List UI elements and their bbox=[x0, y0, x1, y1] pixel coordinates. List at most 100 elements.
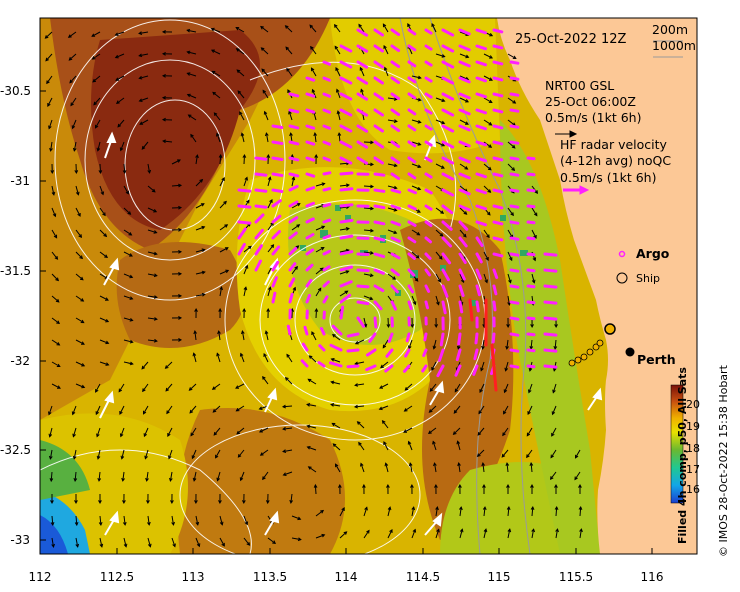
hf-radar-arrow bbox=[526, 220, 536, 225]
current-arrow-head bbox=[364, 506, 368, 511]
current-arrow bbox=[411, 529, 416, 539]
hf-radar-arrow bbox=[305, 293, 311, 304]
current-arrow bbox=[193, 353, 197, 363]
hf-radar-arrow bbox=[405, 332, 411, 343]
current-arrow-head bbox=[244, 521, 249, 526]
current-arrow-head bbox=[369, 251, 374, 255]
current-arrow bbox=[51, 185, 55, 195]
hf-radar-arrow bbox=[475, 156, 487, 163]
hf-radar-arrow bbox=[526, 188, 536, 193]
current-arrow-head bbox=[416, 231, 421, 236]
current-arrow bbox=[163, 140, 173, 143]
current-arrow bbox=[382, 339, 389, 348]
current-arrow-head bbox=[77, 212, 81, 217]
hf-radar-arrow bbox=[373, 268, 385, 275]
hf-radar-arrow bbox=[441, 140, 455, 149]
hf-radar-arrow bbox=[373, 140, 384, 149]
current-arrow-head bbox=[72, 455, 77, 460]
current-arrow bbox=[555, 506, 558, 517]
current-arrow-head bbox=[383, 66, 388, 71]
hf-radar-arrow bbox=[407, 156, 417, 164]
hf-radar-arrow bbox=[271, 291, 277, 304]
current-arrow-head bbox=[93, 101, 98, 106]
current-arrow-head bbox=[141, 365, 146, 370]
current-arrow bbox=[435, 229, 444, 237]
current-arrow-head bbox=[321, 182, 326, 186]
current-arrow bbox=[51, 273, 59, 281]
current-arrow-head bbox=[487, 166, 492, 171]
current-arrow-head bbox=[153, 273, 158, 278]
current-arrow bbox=[339, 206, 349, 209]
current-arrow-head bbox=[578, 483, 582, 488]
current-arrow-head bbox=[530, 483, 534, 488]
current-arrow-head bbox=[138, 75, 143, 80]
current-arrow bbox=[453, 427, 461, 435]
current-arrow bbox=[75, 515, 78, 526]
current-arrow bbox=[49, 449, 53, 459]
current-arrow-head bbox=[307, 378, 312, 383]
current-arrow-head bbox=[201, 225, 206, 230]
current-arrow bbox=[387, 97, 397, 100]
current-arrow-head bbox=[161, 30, 166, 34]
current-arrow bbox=[75, 361, 85, 367]
current-arrow-head bbox=[341, 507, 345, 511]
hf-radar-arrow bbox=[458, 188, 471, 196]
current-arrow bbox=[215, 449, 221, 459]
current-arrow-head bbox=[288, 110, 292, 115]
current-arrow-head bbox=[380, 364, 384, 369]
hf-radar-arrow bbox=[373, 220, 386, 226]
current-arrow bbox=[454, 383, 461, 392]
current-arrow bbox=[115, 31, 125, 36]
hf-radar-arrow bbox=[303, 325, 309, 336]
current-arrow-head bbox=[527, 411, 531, 416]
hf-radar-arrow bbox=[509, 140, 520, 145]
current-arrow bbox=[291, 266, 298, 275]
hf-radar-arrow bbox=[322, 92, 331, 98]
current-arrow-head bbox=[128, 232, 133, 236]
hf-radar-arrow bbox=[288, 200, 299, 208]
current-arrow-head bbox=[531, 528, 536, 533]
hf-radar-arrow bbox=[322, 202, 332, 208]
hf-radar-arrow bbox=[339, 108, 353, 117]
current-arrow bbox=[459, 229, 467, 238]
current-arrow bbox=[411, 141, 421, 146]
current-arrow-head bbox=[345, 227, 350, 231]
current-arrow bbox=[243, 265, 248, 275]
hf-radar-arrow bbox=[424, 108, 433, 115]
current-arrow-head bbox=[56, 342, 61, 346]
current-arrow-head bbox=[330, 358, 335, 362]
hf-radar-arrow bbox=[475, 188, 487, 195]
current-arrow-head bbox=[50, 522, 55, 527]
current-arrow-head bbox=[354, 383, 359, 387]
hf-radar-arrow bbox=[441, 220, 453, 231]
hf-radar-arrow bbox=[509, 284, 520, 289]
current-arrow bbox=[483, 163, 492, 171]
current-arrow bbox=[285, 377, 293, 385]
hf-radar-arrow bbox=[339, 234, 354, 240]
current-arrow-head bbox=[153, 295, 158, 299]
hf-radar-arrow bbox=[407, 60, 417, 68]
current-arrow-head bbox=[195, 154, 199, 159]
current-arrow-head bbox=[508, 279, 512, 284]
hf-radar-arrow bbox=[424, 60, 433, 67]
current-arrow-head bbox=[526, 432, 531, 437]
current-arrow bbox=[339, 228, 349, 231]
current-arrow-head bbox=[211, 386, 216, 390]
current-arrow-head bbox=[296, 203, 301, 207]
hf-radar-arrow bbox=[356, 156, 369, 165]
hf-radar-arrow bbox=[237, 220, 252, 225]
current-arrow bbox=[315, 288, 322, 297]
current-arrow-head bbox=[94, 124, 99, 129]
current-arrow-head bbox=[412, 528, 417, 533]
current-arrow bbox=[336, 89, 341, 99]
current-arrow-head bbox=[96, 147, 101, 152]
current-arrow-head bbox=[78, 234, 83, 239]
current-arrow bbox=[195, 249, 205, 253]
current-arrow-head bbox=[370, 206, 375, 211]
hf-radar-arrow bbox=[441, 268, 450, 282]
hf-radar-arrow bbox=[286, 324, 292, 336]
current-arrow bbox=[411, 507, 415, 517]
current-arrow-head bbox=[382, 344, 387, 349]
current-arrow bbox=[236, 48, 245, 55]
current-arrow-head bbox=[264, 330, 269, 335]
